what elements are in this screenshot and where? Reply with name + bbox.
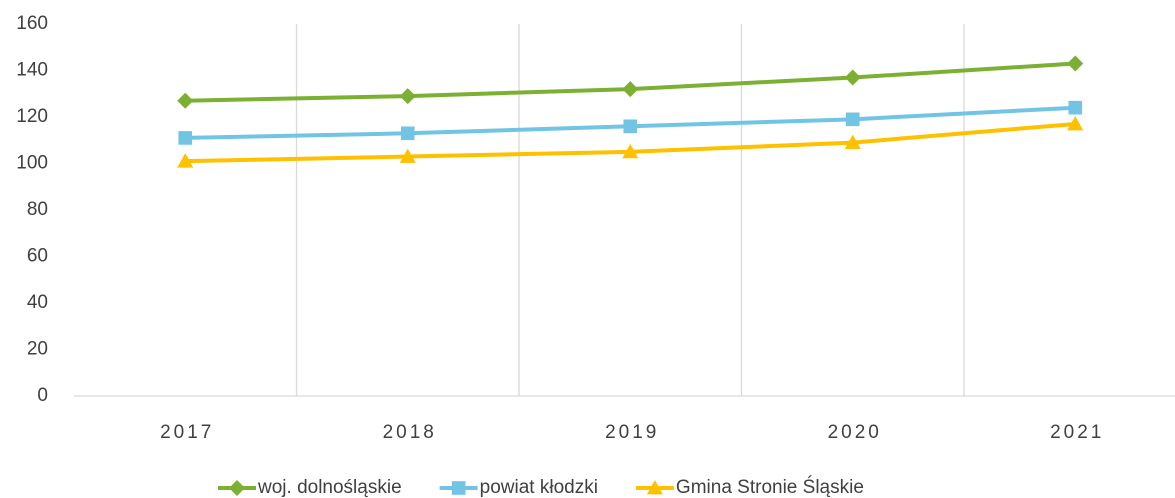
y-tick-label: 160 xyxy=(16,13,48,34)
y-tick-label: 80 xyxy=(27,199,48,220)
marker xyxy=(1068,100,1083,115)
y-tick-label: 120 xyxy=(16,106,48,127)
y-tick-label: 60 xyxy=(27,246,48,267)
marker xyxy=(844,134,861,149)
x-tick-label: 2018 xyxy=(383,422,437,443)
marker xyxy=(1067,55,1084,72)
legend-label: woj. dolnośląskie xyxy=(257,477,402,498)
marker xyxy=(177,153,194,168)
y-tick-label: 100 xyxy=(16,153,48,174)
marker xyxy=(400,126,415,141)
marker xyxy=(845,112,860,127)
y-tick-label: 40 xyxy=(27,292,48,313)
y-tick-label: 0 xyxy=(37,385,48,406)
marker xyxy=(178,131,193,145)
marker xyxy=(399,88,416,105)
marker xyxy=(622,81,639,98)
marker xyxy=(177,92,194,109)
x-tick-label: 2017 xyxy=(160,422,214,443)
y-tick-label: 140 xyxy=(16,60,48,81)
marker xyxy=(622,143,639,159)
marker xyxy=(229,480,245,496)
x-tick-label: 2020 xyxy=(828,422,882,443)
x-tick-label: 2019 xyxy=(605,422,659,443)
marker xyxy=(844,69,861,86)
legend-label: powiat kłodzki xyxy=(480,477,598,498)
x-tick-label: 2021 xyxy=(1050,422,1104,443)
marker xyxy=(623,119,638,134)
y-tick-label: 20 xyxy=(27,339,48,360)
marker xyxy=(451,481,466,495)
marker xyxy=(1067,115,1084,131)
marker xyxy=(646,480,663,495)
marker xyxy=(399,148,416,163)
legend-label: Gmina Stronie Śląskie xyxy=(676,476,864,498)
